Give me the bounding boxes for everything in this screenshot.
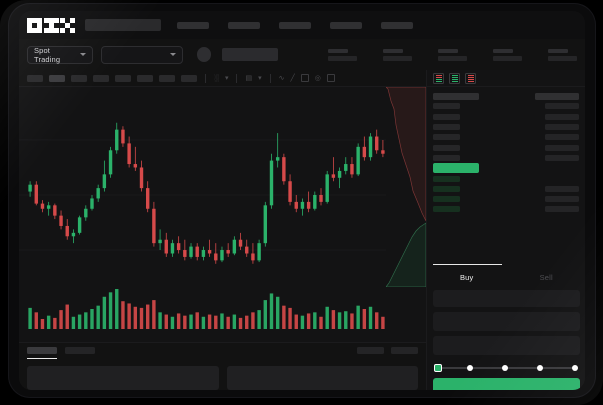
depth-chart-overlay bbox=[386, 87, 426, 287]
orderbook-header-price bbox=[433, 92, 479, 100]
chevron-down-icon bbox=[80, 53, 87, 56]
orders-panel-1[interactable] bbox=[27, 366, 219, 390]
orderbook-column-headers bbox=[433, 91, 579, 101]
price-chart[interactable] bbox=[19, 87, 426, 342]
market-stat-2 bbox=[383, 48, 412, 61]
submit-buy-button[interactable] bbox=[433, 378, 580, 390]
orders-tab-bar bbox=[19, 342, 426, 364]
trendline-icon[interactable]: ∿ bbox=[278, 74, 285, 82]
settings-gear-icon[interactable]: ◎ bbox=[314, 74, 321, 82]
market-header-bar: Spot Trading bbox=[19, 39, 585, 70]
trading-mode-select[interactable]: Spot Trading bbox=[27, 45, 94, 64]
toolbar-divider-3 bbox=[269, 73, 271, 83]
orderbook-bid-row[interactable] bbox=[433, 204, 579, 214]
orderbook-view-asks-icon[interactable] bbox=[465, 72, 476, 84]
slider-handle[interactable] bbox=[434, 363, 442, 372]
active-tab-underline bbox=[27, 358, 57, 360]
slider-stop-100[interactable] bbox=[572, 364, 578, 371]
buy-tab-underline bbox=[433, 264, 502, 266]
toolbar-divider-2 bbox=[236, 73, 238, 83]
tab-sell-label: Sell bbox=[539, 272, 553, 282]
bottom-tab-2[interactable] bbox=[65, 347, 95, 354]
slider-stop-75[interactable] bbox=[537, 364, 543, 371]
orderbook-bid-row[interactable] bbox=[433, 194, 579, 204]
orderbook-bid-row[interactable] bbox=[433, 173, 579, 183]
orderbook-ask-row[interactable] bbox=[433, 142, 579, 152]
tab-sell[interactable]: Sell bbox=[507, 264, 586, 290]
drawing-pencil-icon[interactable]: ╱ bbox=[290, 74, 295, 82]
trading-app-screen: Spot Trading bbox=[19, 11, 585, 390]
search-input[interactable] bbox=[85, 19, 162, 31]
bottom-tab-1[interactable] bbox=[27, 347, 57, 360]
chart-type-icon[interactable]: ▤ bbox=[245, 74, 253, 82]
nav-item-4[interactable] bbox=[330, 21, 363, 29]
trading-pair-select[interactable] bbox=[101, 45, 183, 64]
orderbook-and-trade-panel: Buy Sell bbox=[426, 70, 585, 390]
chevron-down-icon bbox=[169, 53, 176, 56]
slider-stop-25[interactable] bbox=[467, 364, 473, 371]
nav-item-1[interactable] bbox=[177, 21, 210, 29]
fullscreen-icon[interactable] bbox=[326, 74, 335, 82]
orderbook-ask-row[interactable] bbox=[433, 112, 579, 122]
order-type-field[interactable] bbox=[433, 290, 580, 307]
buy-sell-tabs: Buy Sell bbox=[427, 264, 585, 290]
candlestick-chart-canvas bbox=[19, 122, 386, 329]
timeframe-button-1[interactable] bbox=[27, 74, 43, 82]
tab-buy-label: Buy bbox=[459, 272, 474, 282]
tab-buy[interactable]: Buy bbox=[427, 264, 507, 290]
okx-logo-icon[interactable] bbox=[27, 17, 76, 33]
orderbook-ask-row[interactable] bbox=[433, 101, 579, 111]
indicator-icon[interactable]: ░ bbox=[214, 74, 219, 82]
chart-toolbar: ░ ▾ ▤ ▾ ∿ ╱ ◎ bbox=[19, 70, 585, 87]
nav-item-3[interactable] bbox=[279, 21, 312, 29]
amount-field[interactable] bbox=[433, 336, 580, 355]
orderbook-rows[interactable] bbox=[427, 87, 585, 215]
orders-content-panels bbox=[19, 364, 426, 390]
orderbook-header-amount bbox=[535, 92, 579, 100]
timeframe-button-3[interactable] bbox=[71, 74, 87, 82]
timeframe-button-7[interactable] bbox=[159, 74, 175, 82]
orderbook-view-bids-icon[interactable] bbox=[449, 72, 460, 84]
orderbook-bid-row[interactable] bbox=[433, 184, 579, 194]
orderbook-ask-row[interactable] bbox=[433, 132, 579, 142]
orders-panel-2[interactable] bbox=[226, 366, 418, 390]
amount-percent-slider[interactable] bbox=[433, 362, 580, 374]
timeframe-button-4[interactable] bbox=[93, 74, 109, 82]
screenshot-icon[interactable] bbox=[300, 74, 309, 82]
orderbook-view-both-icon[interactable] bbox=[433, 72, 444, 84]
orderbook-ask-row[interactable] bbox=[433, 122, 579, 132]
trading-mode-label: Spot Trading bbox=[34, 45, 61, 64]
market-stat-1 bbox=[328, 48, 357, 61]
nav-item-2[interactable] bbox=[228, 21, 261, 29]
slider-stop-50[interactable] bbox=[502, 364, 508, 371]
chevron-down-icon[interactable]: ▾ bbox=[224, 74, 229, 82]
pair-avatar bbox=[196, 47, 212, 62]
orderbook-view-toggles bbox=[427, 70, 585, 87]
market-stats bbox=[328, 48, 577, 61]
timeframe-button-8[interactable] bbox=[181, 74, 197, 82]
top-navigation-bar bbox=[19, 11, 585, 39]
market-stat-5 bbox=[548, 48, 577, 61]
toolbar-divider bbox=[205, 73, 206, 83]
orders-actions bbox=[357, 347, 418, 354]
price-field[interactable] bbox=[433, 312, 580, 331]
nav-item-list bbox=[177, 21, 414, 29]
timeframe-button-6[interactable] bbox=[137, 74, 153, 82]
market-stat-3 bbox=[438, 48, 467, 61]
orders-action-2[interactable] bbox=[391, 347, 418, 354]
market-stat-4 bbox=[493, 48, 522, 61]
order-entry-form bbox=[427, 290, 585, 360]
chevron-down-icon-2[interactable]: ▾ bbox=[258, 74, 262, 82]
timeframe-button-2[interactable] bbox=[49, 74, 65, 82]
orderbook-ask-row[interactable] bbox=[433, 153, 579, 163]
orders-action-1[interactable] bbox=[357, 347, 384, 354]
timeframe-button-5[interactable] bbox=[115, 74, 131, 82]
orderbook-last-price-row bbox=[433, 163, 579, 174]
last-price-value bbox=[222, 48, 278, 61]
nav-item-5[interactable] bbox=[381, 21, 414, 29]
